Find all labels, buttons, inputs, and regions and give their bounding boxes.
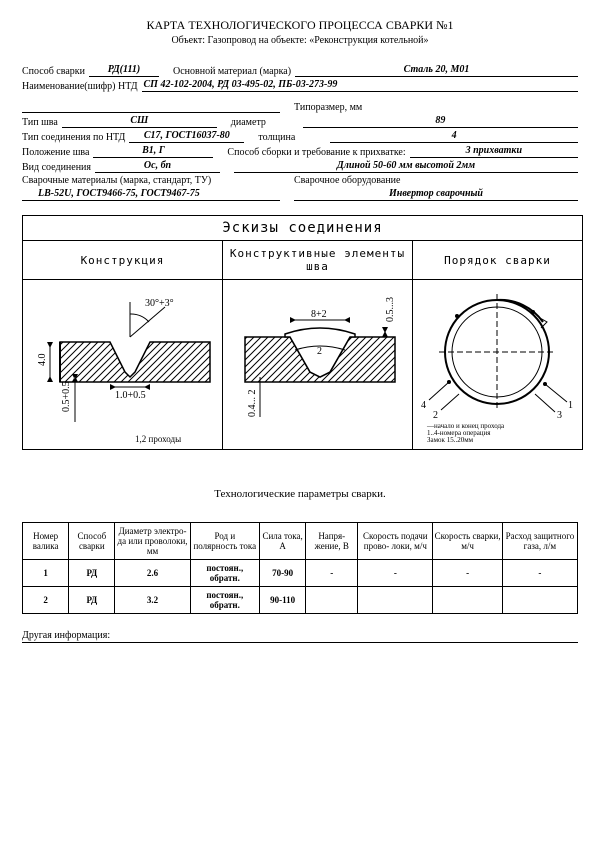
row-kind: Вид соединения Ос, бп Длиной 50-60 мм вы…	[22, 160, 578, 173]
assy-label: Способ сборки и требование к прихватке:	[227, 147, 409, 158]
order-svg: 1 3 4 2 —начало и конец прохода 1..4-ном…	[415, 282, 580, 447]
col-3: Род и полярность тока	[190, 523, 259, 560]
sketch-table: Эскизы соединения Конструкция Конструкти…	[22, 215, 583, 450]
cell: постоян., обратн.	[190, 587, 259, 614]
table-row: 1 РД 2.6 постоян., обратн. 70-90 - - - -	[23, 560, 578, 587]
cell: 90-110	[260, 587, 306, 614]
method-value: РД(111)	[89, 64, 159, 77]
cell: -	[433, 560, 502, 587]
svg-text:Замок 15..20мм: Замок 15..20мм	[427, 436, 474, 444]
dia-label: диаметр	[231, 117, 303, 128]
row-mat-equip-val: LB-52U, ГОСТ9466-75, ГОСТ9467-75 Инверто…	[22, 188, 578, 201]
seam-label: Тип шва	[22, 117, 62, 128]
sketch-title: Эскизы соединения	[23, 216, 583, 241]
method-label: Способ сварки	[22, 66, 89, 77]
row-pos-assy: Положение шва В1, Г Способ сборки и треб…	[22, 145, 578, 158]
mat-value: LB-52U, ГОСТ9466-75, ГОСТ9467-75	[22, 188, 280, 201]
params-title: Технологические параметры сварки.	[22, 488, 578, 500]
kind-value: Ос, бп	[95, 160, 220, 173]
col-4: Сила тока, А	[260, 523, 306, 560]
col-6: Скорость подачи прово- локи, м/ч	[358, 523, 433, 560]
pos-label: Положение шва	[22, 147, 93, 158]
col-0: Номер валика	[23, 523, 69, 560]
row-method-base: Способ сварки РД(111) Основной материал …	[22, 64, 578, 77]
col-7: Скорость сварки, м/ч	[433, 523, 502, 560]
params-header: Номер валика Способ сварки Диаметр элект…	[23, 523, 578, 560]
construction-svg: 30°+3° 4.0 0.5+0.5 1.0+0.5 1,2 проходы	[25, 282, 220, 447]
sketch-h3: Порядок сварки	[413, 241, 583, 280]
pos-value: В1, Г	[93, 145, 213, 158]
equip-label: Сварочное оборудование	[294, 175, 404, 186]
seam-value: СШ	[62, 115, 217, 128]
table-row: 2 РД 3.2 постоян., обратн. 90-110	[23, 587, 578, 614]
base-value: Сталь 20, М01	[295, 64, 578, 77]
sketch-cell-1: 30°+3° 4.0 0.5+0.5 1.0+0.5 1,2 проходы	[23, 280, 223, 450]
sketch-h1: Конструкция	[23, 241, 223, 280]
svg-text:0.5...3: 0.5...3	[385, 297, 396, 322]
other-info: Другая информация:	[22, 630, 578, 643]
svg-text:0.4... 2: 0.4... 2	[247, 390, 258, 418]
svg-text:0.5+0.5: 0.5+0.5	[61, 381, 72, 412]
col-1: Способ сварки	[69, 523, 115, 560]
blank1	[22, 111, 280, 113]
col-5: Напря- жение, В	[306, 523, 358, 560]
svg-text:4: 4	[421, 400, 426, 411]
sketch-cell-2: 2 8+2 0.5...3 0.4... 2	[223, 280, 413, 450]
size-label: Типоразмер, мм	[294, 102, 366, 113]
cell: РД	[69, 587, 115, 614]
assy2-value: Длиной 50-60 мм высотой 2мм	[234, 160, 578, 173]
svg-text:2: 2	[317, 346, 322, 357]
weld-svg: 2 8+2 0.5...3 0.4... 2	[225, 282, 410, 447]
svg-text:4.0: 4.0	[37, 354, 48, 367]
cell: 2	[23, 587, 69, 614]
dia-value: 89	[303, 115, 578, 128]
doc-subtitle: Объект: Газопровод на объекте: «Реконстр…	[22, 35, 578, 46]
cell: -	[502, 560, 577, 587]
svg-text:1.0+0.5: 1.0+0.5	[115, 390, 146, 401]
sketch-cell-3: 1 3 4 2 —начало и конец прохода 1..4-ном…	[413, 280, 583, 450]
svg-text:8+2: 8+2	[311, 309, 327, 320]
row-joint-thk: Тип соединения по НТД С17, ГОСТ16037-80 …	[22, 130, 578, 143]
svg-text:2: 2	[433, 410, 438, 421]
sketch-h2: Конструктивные элементы шва	[223, 241, 413, 280]
row-mat-equip-lbl: Сварочные материалы (марка, стандарт, ТУ…	[22, 175, 578, 186]
joint-value: С17, ГОСТ16037-80	[129, 130, 244, 143]
doc-title: КАРТА ТЕХНОЛОГИЧЕСКОГО ПРОЦЕССА СВАРКИ №…	[22, 18, 578, 33]
thk-label: толщина	[258, 132, 330, 143]
ntd-value: СП 42-102-2004, РД 03-495-02, ПБ-03-273-…	[142, 79, 578, 92]
assy-value: 3 прихватки	[410, 145, 578, 158]
row-size: Типоразмер, мм	[22, 102, 578, 113]
thk-value: 4	[330, 130, 578, 143]
cell: 3.2	[115, 587, 190, 614]
params-table: Номер валика Способ сварки Диаметр элект…	[22, 522, 578, 614]
kind-label: Вид соединения	[22, 162, 95, 173]
cell: -	[306, 560, 358, 587]
joint-label: Тип соединения по НТД	[22, 132, 129, 143]
cell	[306, 587, 358, 614]
col-2: Диаметр электро- да или проволоки, мм	[115, 523, 190, 560]
cell: 1	[23, 560, 69, 587]
svg-text:1,2 проходы: 1,2 проходы	[135, 434, 181, 444]
cell	[502, 587, 577, 614]
cell: РД	[69, 560, 115, 587]
cell: -	[358, 560, 433, 587]
ntd-label: Наименование(шифр) НТД	[22, 81, 142, 92]
row-seam-dia: Тип шва СШ диаметр 89	[22, 115, 578, 128]
cell	[433, 587, 502, 614]
cell: постоян., обратн.	[190, 560, 259, 587]
col-8: Расход защитного газа, л/м	[502, 523, 577, 560]
cell	[358, 587, 433, 614]
equip-value: Инвертор сварочный	[294, 188, 578, 201]
svg-text:30°+3°: 30°+3°	[145, 298, 174, 309]
base-label: Основной материал (марка)	[173, 66, 295, 77]
svg-text:1: 1	[568, 400, 573, 411]
cell: 70-90	[260, 560, 306, 587]
cell: 2.6	[115, 560, 190, 587]
mat-label: Сварочные материалы (марка, стандарт, ТУ…	[22, 175, 280, 186]
svg-text:3: 3	[557, 410, 562, 421]
row-ntd: Наименование(шифр) НТД СП 42-102-2004, Р…	[22, 79, 578, 92]
